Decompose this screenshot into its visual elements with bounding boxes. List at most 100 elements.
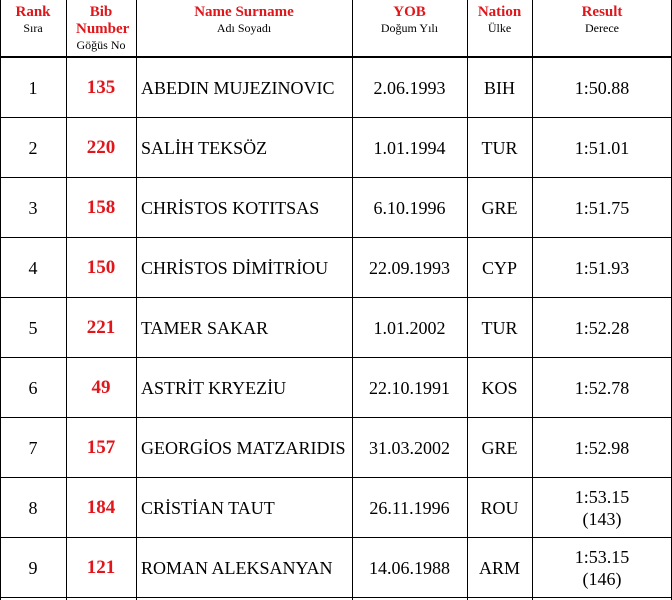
result-text: 1:52.98 xyxy=(574,438,630,458)
header-cell: Nation Ülke xyxy=(467,4,532,52)
yob-text: 1.01.2002 xyxy=(373,318,446,338)
yob-text: 22.10.1991 xyxy=(369,378,450,398)
column-title: Result xyxy=(581,4,623,20)
bib-text: 158 xyxy=(86,197,116,218)
column-title: YOB xyxy=(393,4,426,20)
column-border xyxy=(66,0,67,600)
bib-text: 121 xyxy=(86,557,116,578)
name-text: TAMER SAKAR xyxy=(141,318,269,338)
yob-text: 31.03.2002 xyxy=(369,438,450,458)
table-cell: ABEDIN MUJEZINOVIC xyxy=(136,58,352,118)
table-cell: 49 xyxy=(66,358,136,418)
rank-text: 7 xyxy=(28,438,38,458)
nation-text: GRE xyxy=(481,438,518,458)
bib-text: 221 xyxy=(86,317,116,338)
row-border xyxy=(0,477,672,478)
table-cell: 6.10.1996 xyxy=(352,178,467,238)
column-subtitle: Ülke xyxy=(487,21,512,35)
nation-text: CYP xyxy=(481,258,517,278)
column-title: Bib Number xyxy=(76,4,130,37)
column-title: Rank xyxy=(15,4,51,20)
row-border xyxy=(0,537,672,538)
table-cell: 1.01.2002 xyxy=(352,298,467,358)
table-cell: 4 xyxy=(0,238,66,298)
table-cell: 157 xyxy=(66,418,136,478)
name-text: ASTRİT KRYEZİU xyxy=(141,378,287,398)
result-note: (146) xyxy=(582,569,622,589)
table-cell: 9 xyxy=(0,538,66,598)
table-cell: 221 xyxy=(66,298,136,358)
name-text: GEORGİOS MATZARIDIS xyxy=(141,438,346,458)
nation-text: ARM xyxy=(478,558,520,578)
row-border xyxy=(0,237,672,238)
column-border xyxy=(136,0,137,600)
table-cell: 1:52.28 xyxy=(532,298,672,358)
row-border xyxy=(0,297,672,298)
table-cell: 1:53.15 (146) xyxy=(532,538,672,598)
row-border xyxy=(0,117,672,118)
rank-text: 6 xyxy=(28,378,38,398)
table-cell: 121 xyxy=(66,538,136,598)
yob-text: 14.06.1988 xyxy=(369,558,450,578)
result-text: 1:50.88 xyxy=(574,78,630,98)
column-border xyxy=(467,0,468,600)
name-text: CHRİSTOS DİMİTRİOU xyxy=(141,258,329,278)
table-cell: 1:52.78 xyxy=(532,358,672,418)
table-cell: 184 xyxy=(66,478,136,538)
table-cell: 26.11.1996 xyxy=(352,478,467,538)
row-border xyxy=(0,417,672,418)
table-cell: 3 xyxy=(0,178,66,238)
table-cell: ARM xyxy=(467,538,532,598)
column-subtitle: Adı Soyadı xyxy=(216,21,272,35)
table-cell: TUR xyxy=(467,298,532,358)
bib-text: 150 xyxy=(86,257,116,278)
table-cell: CHRİSTOS KOTITSAS xyxy=(136,178,352,238)
yob-text: 2.06.1993 xyxy=(373,78,446,98)
yob-text: 1.01.1994 xyxy=(373,138,446,158)
result-text: 1:53.15 xyxy=(574,487,630,507)
table-cell: SALİH TEKSÖZ xyxy=(136,118,352,178)
nation-text: TUR xyxy=(481,138,518,158)
table-cell: 14.06.1988 xyxy=(352,538,467,598)
table-cell: 150 xyxy=(66,238,136,298)
bib-text: 157 xyxy=(86,437,116,458)
rank-text: 4 xyxy=(28,258,38,278)
nation-text: KOS xyxy=(481,378,518,398)
table-cell: 1:51.01 xyxy=(532,118,672,178)
table-cell: 22.10.1991 xyxy=(352,358,467,418)
table-cell: 1:53.15 (143) xyxy=(532,478,672,538)
table-cell: CYP xyxy=(467,238,532,298)
result-text: 1:53.15 xyxy=(574,547,630,567)
header-cell: Bib Number Göğüs No xyxy=(66,4,136,52)
table-cell: 8 xyxy=(0,478,66,538)
row-border xyxy=(0,597,672,598)
result-note: (143) xyxy=(582,509,622,529)
column-subtitle: Göğüs No xyxy=(76,38,126,52)
result-text: 1:52.78 xyxy=(574,378,630,398)
table-cell: CHRİSTOS DİMİTRİOU xyxy=(136,238,352,298)
column-subtitle: Doğum Yılı xyxy=(380,21,439,35)
table-cell: 1:51.93 xyxy=(532,238,672,298)
rank-text: 5 xyxy=(28,318,38,338)
row-border xyxy=(0,177,672,178)
table-cell: 220 xyxy=(66,118,136,178)
column-title: Nation xyxy=(477,4,522,20)
column-border xyxy=(0,0,1,600)
header-cell: YOB Doğum Yılı xyxy=(352,4,467,52)
name-text: ROMAN ALEKSANYAN xyxy=(141,558,333,578)
table-cell: 1:52.98 xyxy=(532,418,672,478)
bib-text: 135 xyxy=(86,77,116,98)
yob-text: 22.09.1993 xyxy=(369,258,450,278)
column-subtitle: Sıra xyxy=(23,21,43,35)
rank-text: 8 xyxy=(28,498,38,518)
bib-text: 184 xyxy=(86,497,116,518)
table-cell: GRE xyxy=(467,418,532,478)
table-cell: 1:50.88 xyxy=(532,58,672,118)
nation-text: GRE xyxy=(481,198,518,218)
column-border xyxy=(352,0,353,600)
rank-text: 1 xyxy=(28,78,38,98)
column-title: Name Surname xyxy=(194,4,294,20)
name-text: CHRİSTOS KOTITSAS xyxy=(141,198,320,218)
table-cell: 135 xyxy=(66,58,136,118)
table-cell: ROMAN ALEKSANYAN xyxy=(136,538,352,598)
